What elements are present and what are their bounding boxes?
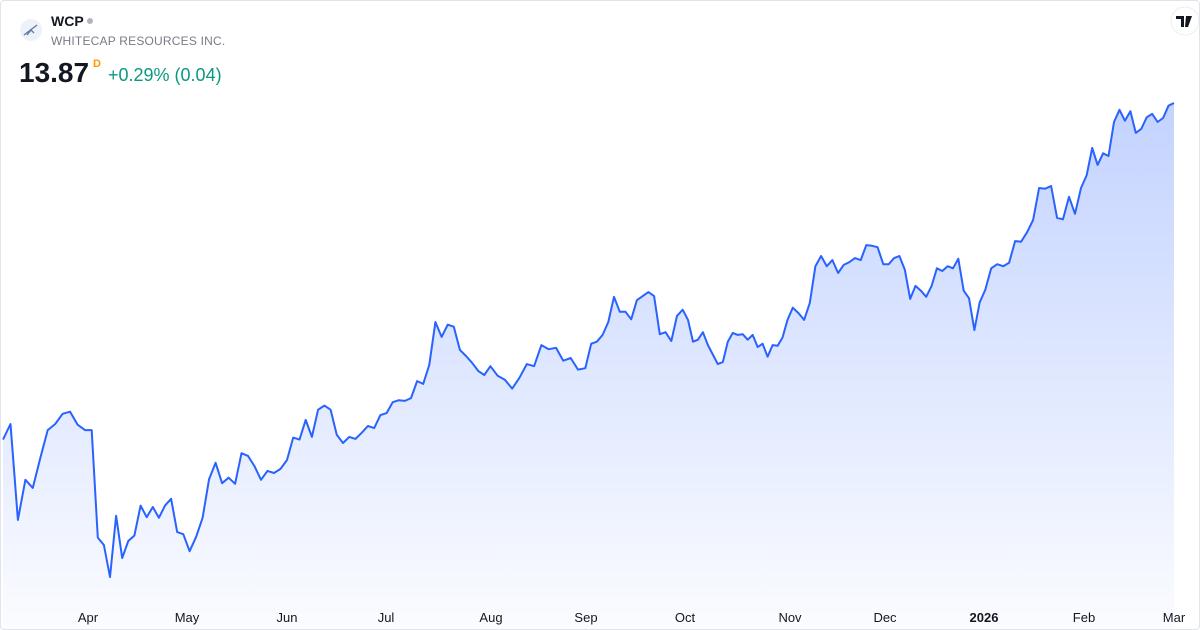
- ticker: WCP: [51, 13, 84, 29]
- x-tick-label: Mar: [1163, 610, 1186, 625]
- price-change: +0.29% (0.04): [108, 65, 222, 85]
- last-price: 13.87: [19, 57, 89, 88]
- price-line: [2, 102, 1175, 578]
- tradingview-logo[interactable]: [1170, 6, 1199, 36]
- company-name: WHITECAP RESOURCES INC.: [51, 34, 225, 48]
- x-tick-label: Sep: [574, 610, 597, 625]
- x-tick-label: May: [175, 610, 200, 625]
- status-dot: [87, 18, 93, 24]
- x-tick-label: Feb: [1073, 610, 1095, 625]
- x-tick-label: Apr: [78, 610, 99, 625]
- x-tick-label: Dec: [873, 610, 897, 625]
- x-tick-label: 2026: [970, 610, 999, 625]
- x-tick-label: Jun: [277, 610, 298, 625]
- x-tick-label: Oct: [675, 610, 696, 625]
- area-fill: [3, 103, 1174, 629]
- x-tick-label: Nov: [778, 610, 802, 625]
- interval: D: [93, 58, 101, 70]
- x-tick-label: Jul: [378, 610, 395, 625]
- x-tick-label: Aug: [479, 610, 502, 625]
- company-logo: [20, 19, 42, 41]
